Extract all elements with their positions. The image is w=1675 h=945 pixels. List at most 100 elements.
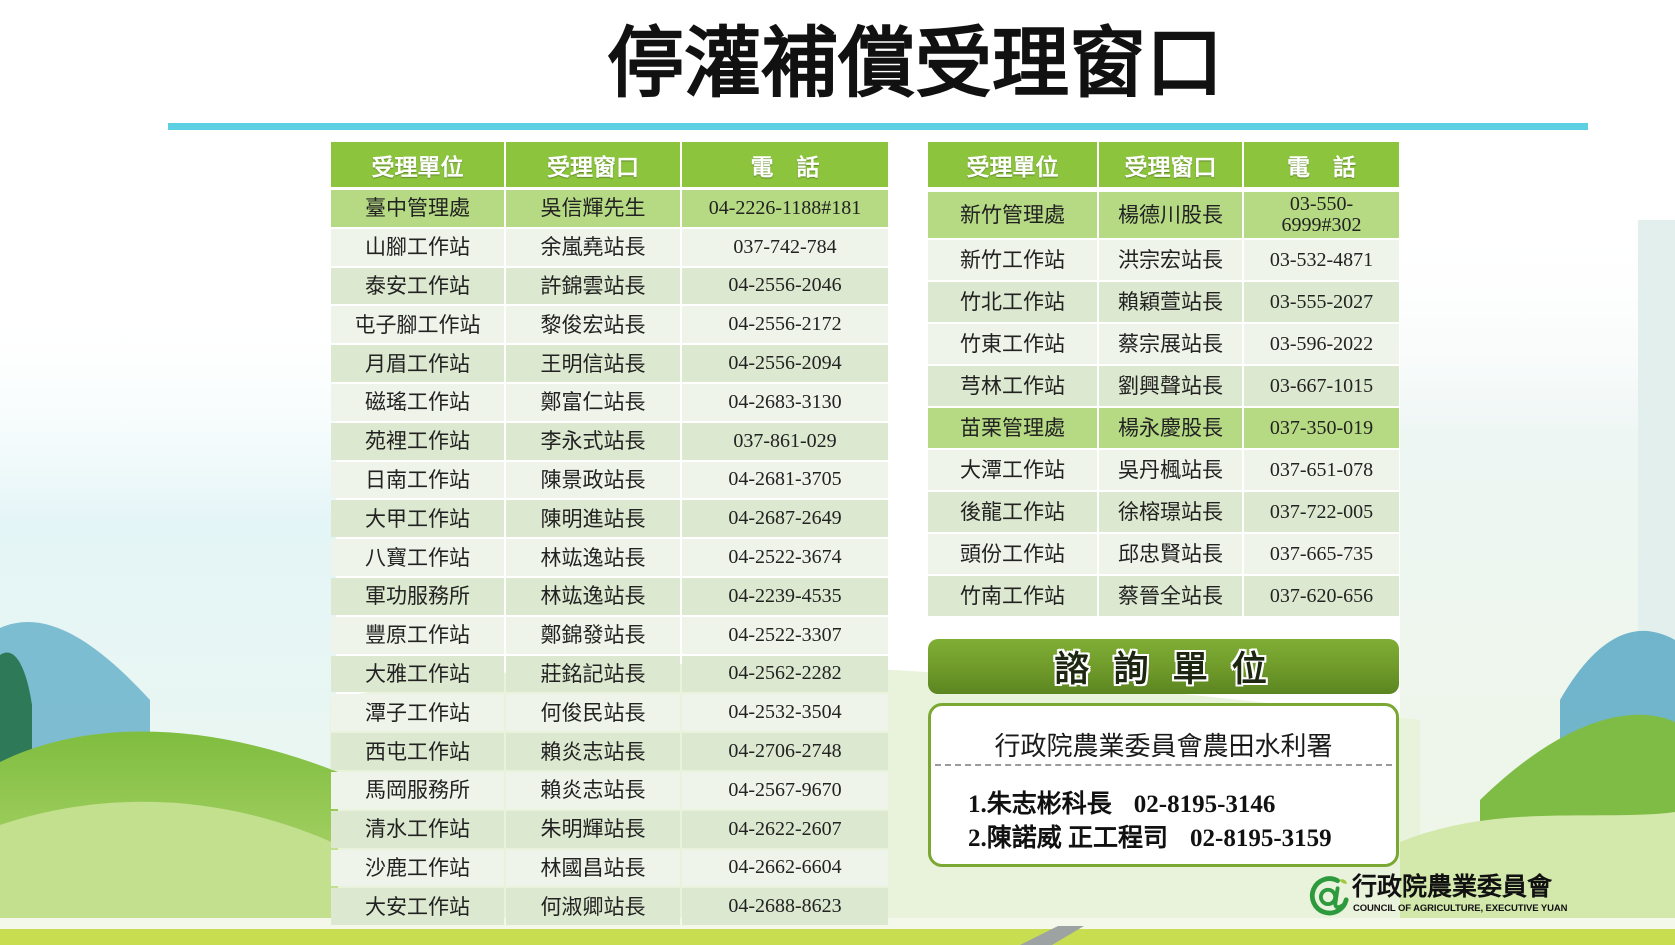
unit-cell: 大雅工作站 — [331, 655, 504, 693]
unit-cell: 豐原工作站 — [331, 616, 504, 654]
table-row: 泰安工作站 許錦雲站長 04-2556-2046 — [331, 267, 888, 305]
page-title: 停灌補償受理窗口 — [607, 20, 1223, 109]
unit-cell: 苗栗管理處 — [928, 408, 1097, 448]
contact-cell: 林國昌站長 — [506, 849, 680, 887]
table-header: 受理單位 受理窗口 電 話 — [928, 142, 1399, 187]
unit-cell: 竹東工作站 — [928, 324, 1097, 364]
phone-cell: 03-532-4871 — [1244, 240, 1399, 280]
contact-cell: 李永式站長 — [506, 422, 680, 460]
phone-cell: 04-2622-2607 — [682, 810, 888, 848]
unit-cell: 月眉工作站 — [331, 345, 504, 382]
logo-name-zh: 行政院農業委員會 — [1352, 872, 1553, 901]
unit-cell: 磁瑤工作站 — [331, 383, 504, 421]
consult-contact-phone: 02-8195-3146 — [1133, 791, 1276, 818]
unit-cell: 西屯工作站 — [331, 733, 504, 770]
table-row: 後龍工作站 徐榕璟站長 037-722-005 — [928, 492, 1399, 532]
phone-cell: 04-2687-2649 — [682, 500, 888, 538]
table-row: 臺中管理處 吳信輝先生 04-2226-1188#181 — [331, 190, 888, 227]
contact-cell: 蔡晉全站長 — [1099, 576, 1242, 616]
table-header: 受理單位 受理窗口 電 話 — [331, 142, 888, 187]
phone-cell: 037-620-656 — [1244, 576, 1399, 616]
phone-cell: 037-651-078 — [1244, 450, 1399, 490]
table-row: 竹南工作站 蔡晉全站長 037-620-656 — [928, 576, 1399, 616]
contact-cell: 賴炎志站長 — [506, 771, 680, 809]
contact-cell: 鄭錦發站長 — [506, 616, 680, 654]
phone-cell: 04-2562-2282 — [682, 655, 888, 693]
contact-cell: 林竑逸站長 — [506, 539, 680, 576]
table-row: 大安工作站 何淑卿站長 04-2688-8623 — [331, 888, 888, 926]
phone-cell: 04-2522-3307 — [682, 616, 888, 654]
dashed-divider — [935, 764, 1392, 766]
table-row: 苑裡工作站 李永式站長 037-861-029 — [331, 422, 888, 460]
header-phone: 電 話 — [1244, 142, 1399, 187]
contact-cell: 何淑卿站長 — [506, 888, 680, 926]
unit-cell: 沙鹿工作站 — [331, 849, 504, 887]
table-row: 馬岡服務所 賴炎志站長 04-2567-9670 — [331, 771, 888, 809]
unit-cell: 新竹管理處 — [928, 192, 1097, 238]
header-unit: 受理單位 — [928, 142, 1097, 187]
header-phone: 電 話 — [682, 142, 888, 187]
table-row: 大潭工作站 吳丹楓站長 037-651-078 — [928, 450, 1399, 490]
coa-emblem-icon — [1309, 876, 1349, 916]
phone-cell: 03-667-1015 — [1244, 366, 1399, 406]
unit-cell: 大安工作站 — [331, 888, 504, 926]
unit-cell: 芎林工作站 — [928, 366, 1097, 406]
phone-cell: 04-2567-9670 — [682, 771, 888, 809]
contact-cell: 莊銘記站長 — [506, 655, 680, 693]
unit-cell: 竹南工作站 — [928, 576, 1097, 616]
table-row: 西屯工作站 賴炎志站長 04-2706-2748 — [331, 733, 888, 770]
contact-cell: 賴穎萱站長 — [1099, 282, 1242, 322]
consult-contact-name: 1.朱志彬科長 — [968, 791, 1112, 818]
phone-cell: 037-350-019 — [1244, 408, 1399, 448]
coa-logo: 行政院農業委員會 COUNCIL OF AGRICULTURE, EXECUTI… — [1308, 872, 1570, 918]
left-window-table: 受理單位 受理窗口 電 話 臺中管理處 吳信輝先生 04-2226-1188#181… — [331, 142, 888, 926]
unit-cell: 八寶工作站 — [331, 539, 504, 576]
unit-cell: 清水工作站 — [331, 810, 504, 848]
consult-heading-bar: 諮 詢 單 位 — [928, 639, 1399, 694]
title-underline — [168, 123, 1588, 130]
table-row: 苗栗管理處 楊永慶股長 037-350-019 — [928, 408, 1399, 448]
table-row: 竹東工作站 蔡宗展站長 03-596-2022 — [928, 324, 1399, 364]
unit-cell: 苑裡工作站 — [331, 422, 504, 460]
phone-cell: 037-722-005 — [1244, 492, 1399, 532]
table-row: 日南工作站 陳景政站長 04-2681-3705 — [331, 461, 888, 499]
table-body: 臺中管理處 吳信輝先生 04-2226-1188#181 山腳工作站 余嵐堯站長 037-… — [331, 190, 888, 926]
unit-cell: 臺中管理處 — [331, 190, 504, 227]
consult-organization: 行政院農業委員會農田水利署 — [994, 732, 1333, 761]
contact-cell: 余嵐堯站長 — [506, 228, 680, 266]
contact-cell: 洪宗宏站長 — [1099, 240, 1242, 280]
contact-cell: 賴炎志站長 — [506, 733, 680, 770]
contact-cell: 蔡宗展站長 — [1099, 324, 1242, 364]
table-row: 新竹管理處 楊德川股長 03-550- 6999#302 — [928, 192, 1399, 238]
contact-cell: 鄭富仁站長 — [506, 383, 680, 421]
unit-cell: 泰安工作站 — [331, 267, 504, 305]
logo-name-en: COUNCIL OF AGRICULTURE, EXECUTIVE YUAN — [1353, 903, 1568, 914]
table-row: 清水工作站 朱明輝站長 04-2622-2607 — [331, 810, 888, 848]
phone-cell: 03-596-2022 — [1244, 324, 1399, 364]
unit-cell: 後龍工作站 — [928, 492, 1097, 532]
phone-cell: 04-2532-3504 — [682, 694, 888, 732]
consult-contact: 1.朱志彬科長 02-8195-3146 — [968, 784, 1275, 820]
phone-cell: 04-2226-1188#181 — [682, 190, 888, 227]
phone-cell: 04-2556-2094 — [682, 345, 888, 382]
contact-cell: 黎俊宏站長 — [506, 306, 680, 344]
consult-contact-name: 2.陳諾威 正工程司 — [968, 825, 1169, 852]
table-row: 潭子工作站 何俊民站長 04-2532-3504 — [331, 694, 888, 732]
table-body: 新竹管理處 楊德川股長 03-550- 6999#302 新竹工作站 洪宗宏站長 03-5… — [928, 192, 1399, 616]
contact-cell: 楊德川股長 — [1099, 192, 1242, 238]
phone-cell: 04-2683-3130 — [682, 383, 888, 421]
phone-cell: 04-2556-2046 — [682, 267, 888, 305]
phone-cell: 04-2522-3674 — [682, 539, 888, 576]
consult-box: 行政院農業委員會農田水利署 1.朱志彬科長 02-8195-3146 2.陳諾威 … — [928, 703, 1399, 867]
phone-cell: 037-861-029 — [682, 422, 888, 460]
contact-cell: 許錦雲站長 — [506, 267, 680, 305]
table-row: 新竹工作站 洪宗宏站長 03-532-4871 — [928, 240, 1399, 280]
unit-cell: 新竹工作站 — [928, 240, 1097, 280]
contact-cell: 陳景政站長 — [506, 461, 680, 499]
table-row: 芎林工作站 劉興聲站長 03-667-1015 — [928, 366, 1399, 406]
table-row: 軍功服務所 林竑逸站長 04-2239-4535 — [331, 577, 888, 615]
consult-contact-phone: 02-8195-3159 — [1190, 825, 1332, 852]
contact-cell: 劉興聲站長 — [1099, 366, 1242, 406]
phone-cell: 04-2662-6604 — [682, 849, 888, 887]
contact-cell: 吳丹楓站長 — [1099, 450, 1242, 490]
